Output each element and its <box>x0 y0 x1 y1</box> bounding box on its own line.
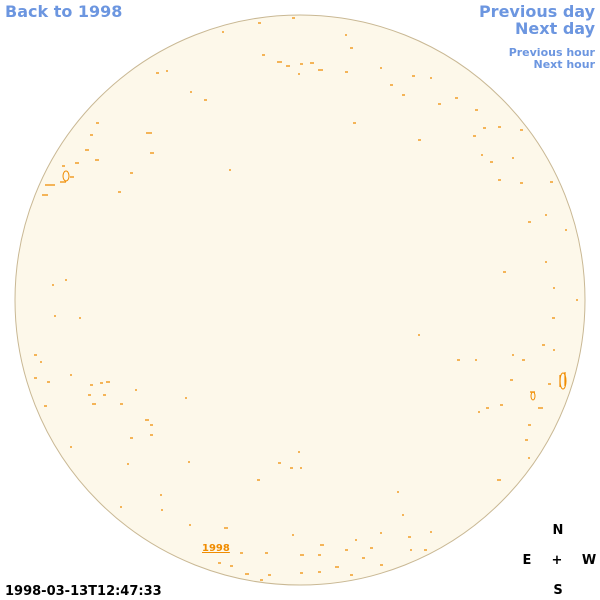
magnetic-contours <box>34 17 578 581</box>
previous-hour-link[interactable]: Previous hour <box>509 46 596 59</box>
year-link[interactable]: 1998 <box>202 543 230 554</box>
compass-east: E <box>523 553 532 568</box>
compass-west: W <box>582 553 596 568</box>
contour-ring <box>62 170 70 182</box>
compass-south: S <box>553 583 562 598</box>
previous-day-link[interactable]: Previous day <box>479 2 596 21</box>
next-day-link[interactable]: Next day <box>515 19 596 38</box>
compass-center: + <box>552 553 563 568</box>
solar-disk <box>14 14 586 586</box>
compass-north: N <box>553 523 564 538</box>
timestamp: 1998-03-13T12:47:33 <box>5 584 162 599</box>
next-hour-link[interactable]: Next hour <box>534 58 596 71</box>
contour-ring <box>559 372 567 390</box>
contour-ring <box>530 391 536 401</box>
back-link[interactable]: Back to 1998 <box>5 2 122 21</box>
